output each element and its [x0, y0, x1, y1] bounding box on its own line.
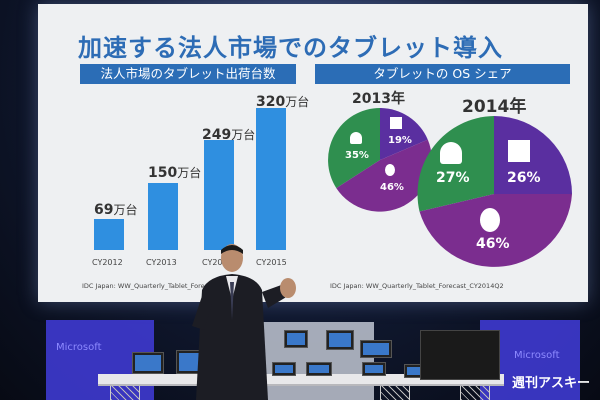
- bar-label-cy2014: 249万台: [202, 126, 255, 143]
- pie-2013-android-slice: [328, 108, 380, 189]
- pie-2013-apple-slice: [336, 139, 432, 212]
- table-leg: [110, 386, 140, 400]
- right-heading: タブレットの OS シェア: [315, 64, 570, 84]
- bar-cy2012: [94, 219, 124, 250]
- device-tablet: [362, 362, 386, 376]
- pie-2014: [417, 116, 572, 267]
- pie-2013-windows-pct: 19%: [388, 135, 412, 146]
- year-2014: 2014年: [462, 97, 527, 117]
- pie-2014-windows-slice: [494, 116, 572, 194]
- panel-right-text: Microsoft: [514, 350, 560, 361]
- table-leg: [460, 386, 490, 400]
- bar-label-cy2013: 150万台: [148, 164, 201, 181]
- bar-value: 69: [94, 202, 114, 218]
- table-leg: [380, 386, 410, 400]
- presenter-tie: [230, 282, 234, 320]
- bar-value: 150: [148, 165, 178, 181]
- monitor-dark: [420, 330, 500, 380]
- device-tablet: [326, 330, 354, 350]
- x-tick-cy2012: CY2012: [92, 258, 123, 267]
- source-left: IDC Japan: WW_Quarterly_Tablet_Forecast: [82, 282, 219, 290]
- bar-unit: 万台: [113, 203, 138, 217]
- watermark-logo: 週刊アスキー: [512, 376, 591, 391]
- presenter-left-arm: [192, 296, 212, 330]
- device-tablet: [360, 340, 392, 358]
- bar-label-cy2012: 69万台: [94, 201, 138, 218]
- apple-icon: [480, 208, 500, 232]
- android-icon: [350, 132, 362, 144]
- bar-label-cy2015: 320万台: [256, 93, 309, 110]
- pie-2014-apple-slice: [419, 194, 572, 267]
- pie-2013-android-pct: 35%: [345, 150, 369, 161]
- slide-title: 加速する法人市場でのタブレット導入: [78, 34, 503, 62]
- device-tablet: [132, 352, 164, 374]
- year-2013: 2013年: [352, 91, 405, 107]
- pie-2013: [328, 108, 432, 212]
- android-icon: [440, 142, 462, 164]
- bar-cy2015: [256, 108, 286, 250]
- device-tablet: [306, 362, 332, 376]
- presenter-hand: [280, 278, 296, 298]
- bar-cy2013: [148, 183, 178, 250]
- pie-2014-android-pct: 27%: [436, 170, 470, 186]
- presenter-hair: [221, 245, 243, 254]
- bar-value: 320: [256, 94, 286, 110]
- windows-icon: [508, 140, 530, 162]
- bar-unit: 万台: [231, 128, 256, 142]
- bar-unit: 万台: [285, 95, 310, 109]
- pie-2014-windows-pct: 26%: [507, 170, 541, 186]
- windows-icon: [390, 117, 402, 129]
- apple-icon: [385, 164, 395, 176]
- x-tick-cy2015: CY2015: [256, 258, 287, 267]
- left-heading: 法人市場のタブレット出荷台数: [80, 64, 296, 84]
- stage-panel-center: [262, 322, 374, 400]
- presenter-suit: [196, 274, 268, 400]
- device-tablet: [272, 362, 296, 376]
- bar-cy2014: [204, 140, 234, 250]
- source-right: IDC Japan: WW_Quarterly_Tablet_Forecast_…: [330, 282, 504, 290]
- bar-value: 249: [202, 127, 232, 143]
- bar-unit: 万台: [177, 166, 202, 180]
- x-tick-cy2014: CY2014: [202, 258, 233, 267]
- x-tick-cy2013: CY2013: [146, 258, 177, 267]
- shipment-bar-chart: 69万台 150万台 249万台 320万台 CY2012 CY2013 CY2…: [80, 88, 309, 270]
- panel-left-text: Microsoft: [56, 342, 102, 353]
- pie-2013-apple-pct: 46%: [380, 182, 404, 193]
- pie-2014-apple-pct: 46%: [476, 236, 510, 252]
- device-tablet: [284, 330, 308, 348]
- presenter: [192, 244, 296, 400]
